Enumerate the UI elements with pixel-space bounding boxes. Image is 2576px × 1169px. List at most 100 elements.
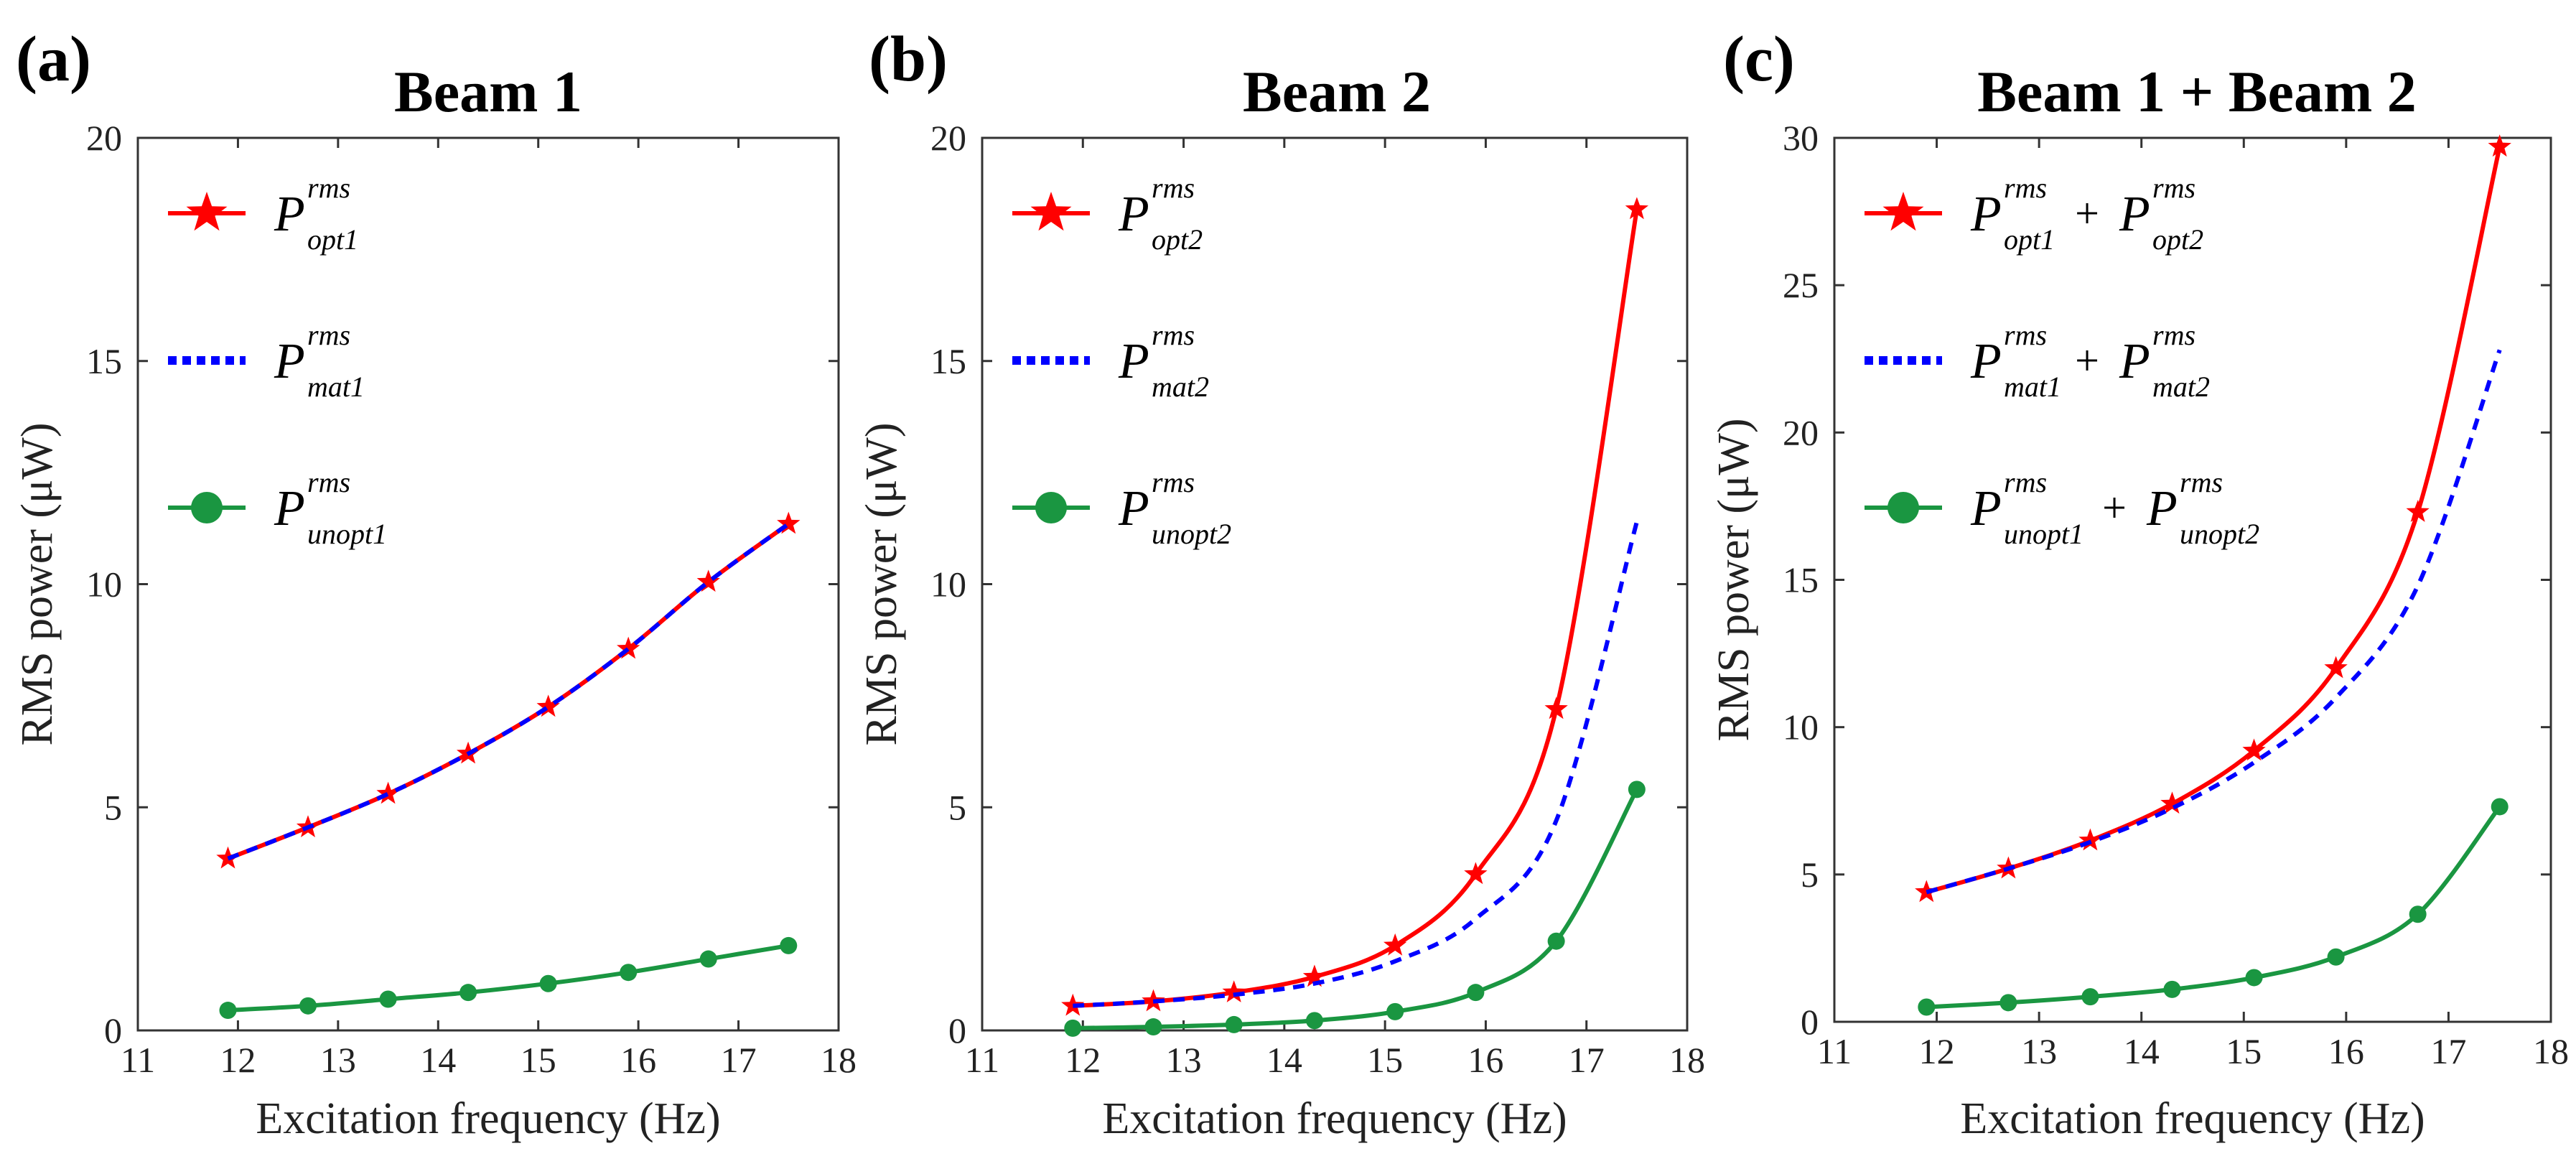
legend-symbol: P: [2119, 334, 2150, 389]
series-line-mat: [1926, 349, 2502, 895]
panel-title: Beam 1 + Beam 2: [1977, 59, 2417, 124]
y-axis-label: RMS power (μW): [13, 423, 62, 746]
legend-superscript: rms: [2004, 172, 2047, 204]
legend-swatch-star: [1882, 192, 1924, 231]
data-point-circle: [219, 1002, 237, 1020]
legend-subscript: mat2: [1152, 371, 1209, 403]
data-point-star: [536, 694, 560, 717]
x-axis-label: Excitation frequency (Hz): [1102, 1094, 1567, 1143]
y-tick-label: 30: [1783, 118, 1819, 158]
panel-title: Beam 1: [394, 59, 582, 124]
legend-swatch-star: [186, 192, 228, 231]
legend-symbol: P: [1970, 334, 2002, 389]
legend-subscript: mat1: [307, 371, 365, 403]
legend-superscript: rms: [1152, 172, 1195, 204]
y-tick-label: 5: [1801, 854, 1819, 895]
y-tick-label: 15: [930, 341, 966, 381]
x-tick-label: 12: [1065, 1040, 1101, 1080]
legend-swatch-circle: [191, 492, 223, 523]
legend-subscript: mat1: [2004, 371, 2061, 403]
data-point-circle: [2491, 798, 2509, 816]
x-tick-label: 13: [1166, 1040, 1202, 1080]
x-tick-label: 18: [1669, 1040, 1705, 1080]
legend-symbol: P: [1118, 481, 1149, 536]
x-tick-label: 17: [1569, 1040, 1605, 1080]
data-point-circle: [620, 964, 638, 982]
data-point-star: [617, 636, 640, 659]
legend-symbol: P: [1118, 334, 1149, 389]
data-point-star: [2160, 791, 2184, 814]
y-tick-label: 20: [1783, 412, 1819, 452]
y-tick-label: 0: [1801, 1002, 1819, 1042]
series-line-unopt: [1070, 787, 1639, 1030]
x-tick-label: 14: [1266, 1040, 1302, 1080]
legend-symbol: P: [2119, 187, 2150, 242]
x-tick-label: 12: [1919, 1031, 1955, 1071]
data-point-star: [777, 511, 801, 534]
data-point-circle: [2163, 980, 2181, 998]
data-point-circle: [780, 936, 798, 954]
data-point-circle: [539, 974, 557, 992]
legend-swatch-circle: [1035, 492, 1067, 523]
x-tick-label: 13: [320, 1040, 356, 1080]
data-point-star: [1464, 862, 1488, 885]
panel-title: Beam 2: [1243, 59, 1431, 124]
y-tick-label: 10: [930, 564, 966, 605]
legend-superscript: rms: [2004, 466, 2047, 498]
x-tick-label: 18: [2533, 1031, 2569, 1071]
legend-symbol: P: [1970, 187, 2002, 242]
legend-symbol: P: [274, 187, 305, 242]
series-line-opt: [225, 521, 791, 861]
legend-symbol: P: [1118, 187, 1149, 242]
legend-superscript: rms: [2180, 466, 2223, 498]
y-tick-label: 0: [104, 1010, 122, 1051]
legend-subscript: opt1: [307, 223, 358, 256]
legend-plus: +: [2075, 337, 2099, 384]
legend-symbol: P: [2146, 481, 2178, 536]
data-point-star: [2078, 828, 2102, 851]
legend-superscript: rms: [307, 172, 350, 204]
x-tick-label: 15: [1367, 1040, 1403, 1080]
data-point-star: [2324, 656, 2348, 679]
data-point-circle: [459, 984, 477, 1002]
legend-superscript: rms: [1152, 466, 1195, 498]
data-point-circle: [1547, 932, 1565, 950]
data-point-circle: [379, 990, 397, 1008]
x-axis-label: Excitation frequency (Hz): [256, 1094, 720, 1143]
x-tick-label: 17: [2430, 1031, 2466, 1071]
legend-symbol: P: [274, 481, 305, 536]
axes-box: [136, 136, 840, 1032]
y-tick-label: 10: [86, 564, 122, 605]
data-point-circle: [2245, 969, 2263, 987]
data-point-star: [696, 569, 720, 592]
legend-subscript: opt2: [1152, 223, 1203, 256]
legend-superscript: rms: [2004, 319, 2047, 351]
data-point-star: [1302, 964, 1327, 987]
panel-label: (b): [869, 24, 948, 95]
y-axis-label: RMS power (μW): [1709, 419, 1758, 742]
legend-plus: +: [2075, 190, 2099, 237]
legend-superscript: rms: [307, 319, 350, 351]
legend-plus: +: [2102, 484, 2127, 531]
data-point-star: [1544, 697, 1568, 719]
panel-a: (a) Beam 1 11 12 13 14 15 16 17 18 0 5 10 15 20 Excitat…: [13, 24, 857, 1143]
panel-b: (b) Beam 2 11 12 13 14 15 16 17 18 0 5 10 15 20 Excitat…: [857, 24, 1705, 1143]
data-point-circle: [1305, 1012, 1323, 1030]
x-axis-label: Excitation frequency (Hz): [1960, 1094, 2425, 1143]
y-tick-label: 10: [1783, 707, 1819, 747]
x-tick-label: 14: [420, 1040, 456, 1080]
y-tick-label: 5: [948, 787, 966, 827]
legend-subscript: mat2: [2152, 371, 2210, 403]
legend-swatch-circle: [1887, 492, 1919, 523]
x-tick-label: 11: [965, 1040, 999, 1080]
legend-subscript: unopt2: [1152, 518, 1231, 550]
panel-c: (c) Beam 1 + Beam 2 11 12 13 14 15 16 17 18 0 5 10 15…: [1709, 24, 2569, 1143]
